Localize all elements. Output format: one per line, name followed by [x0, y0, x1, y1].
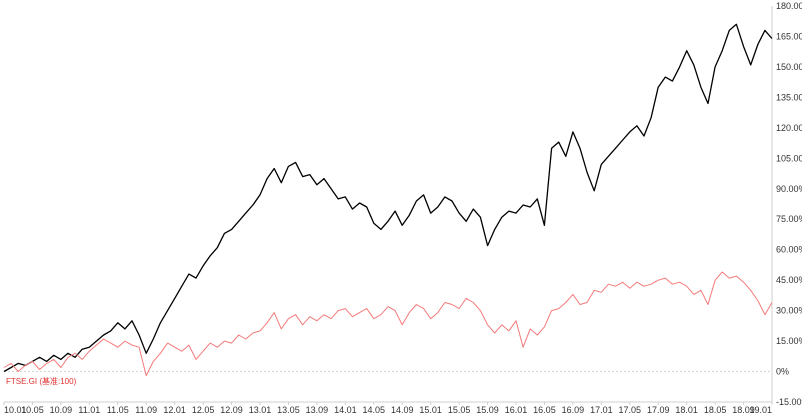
y-tick-label: 135.00%: [776, 92, 802, 102]
x-tick-label: 18.01: [675, 405, 698, 415]
x-tick-label: 13.05: [277, 405, 300, 415]
x-tick-label: 14.01: [334, 405, 357, 415]
x-tick-label: 10.01: [4, 405, 27, 415]
series-layer: [3, 23, 773, 377]
x-tick-label: 17.01: [590, 405, 613, 415]
x-tick-label: 11.09: [135, 405, 157, 415]
x-tick-label: 12.09: [220, 405, 243, 415]
x-tick-label: 11.01: [78, 405, 100, 415]
x-tick-label: 14.05: [363, 405, 386, 415]
x-tick-label: 13.09: [306, 405, 329, 415]
y-axis-ticks: -15.00% 0% 15.00% 30.00% 45.00% 60.00% 75.00% 9…: [776, 1, 802, 407]
x-tick-label: 13.01: [249, 405, 272, 415]
y-tick-label: 120.00%: [776, 123, 802, 133]
series-line-primary: [3, 23, 773, 373]
x-tick-label: 16.09: [562, 405, 585, 415]
x-tick-label: 10.09: [50, 405, 73, 415]
y-tick-label: 30.00%: [776, 306, 802, 316]
y-tick-label: 150.00%: [776, 62, 802, 72]
x-tick-label: 15.05: [448, 405, 471, 415]
x-tick-label: 17.09: [647, 405, 670, 415]
x-tick-label: 12.05: [192, 405, 215, 415]
y-tick-label: 165.00%: [776, 31, 802, 41]
x-tick-label: 11.05: [107, 405, 129, 415]
x-tick-label: 14.09: [391, 405, 414, 415]
y-tick-label: 0%: [776, 367, 789, 377]
x-tick-label: 15.09: [476, 405, 499, 415]
y-tick-label: 45.00%: [776, 275, 802, 285]
x-tick-label: 15.01: [419, 405, 442, 415]
x-tick-label: 18.09: [732, 405, 755, 415]
y-tick-label: 75.00%: [776, 214, 802, 224]
y-tick-label: 90.00%: [776, 184, 802, 194]
x-tick-label: 16.01: [505, 405, 528, 415]
x-tick-label: 17.05: [619, 405, 642, 415]
y-tick-label: -15.00%: [776, 397, 802, 407]
y-tick-label: 105.00%: [776, 153, 802, 163]
y-tick-label: 180.00%: [776, 1, 802, 11]
x-tick-label: 16.05: [533, 405, 556, 415]
y-tick-label: 60.00%: [776, 245, 802, 255]
x-tick-label: 18.05: [704, 405, 727, 415]
x-tick-label: 10.05: [21, 405, 44, 415]
x-tick-label: 19.01: [749, 405, 772, 415]
legend-label: FTSE.GI (基准:100): [6, 376, 77, 386]
y-tick-label: 15.00%: [776, 336, 802, 346]
series-line-benchmark: [3, 271, 773, 377]
x-tick-label: 12.01: [163, 405, 186, 415]
